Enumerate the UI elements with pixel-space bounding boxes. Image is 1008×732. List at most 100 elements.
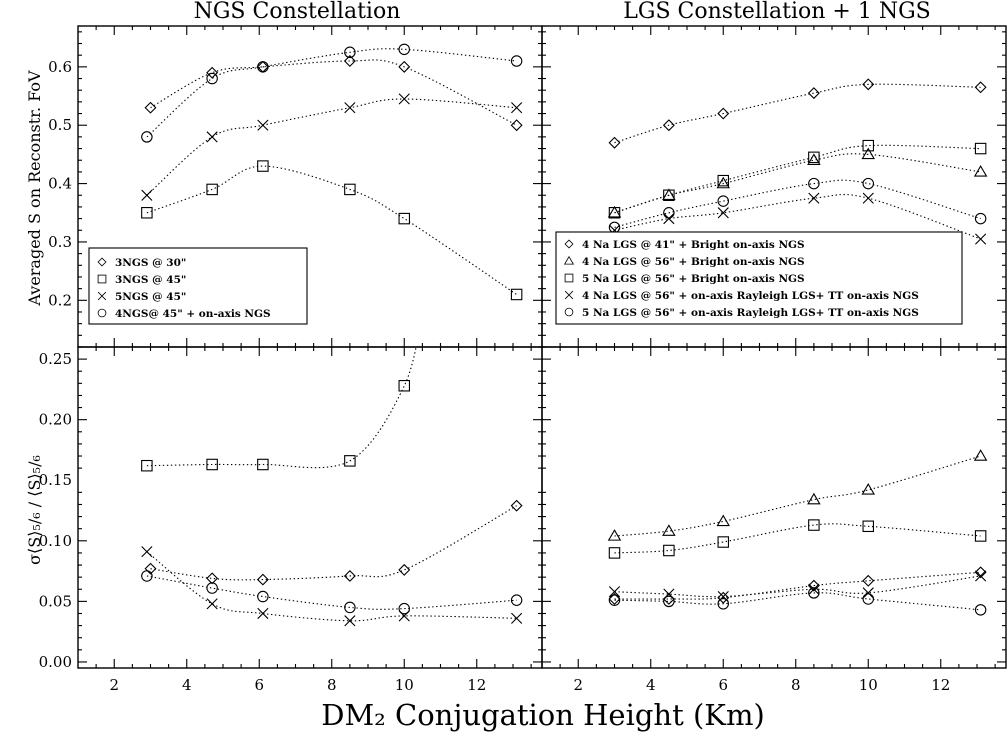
series-line-circle bbox=[614, 592, 981, 611]
y-tick-label: 0.00 bbox=[39, 653, 72, 671]
y-tick-label: 0.20 bbox=[39, 411, 72, 429]
legend-marker-diamond bbox=[564, 239, 574, 249]
data-point-triangle bbox=[716, 176, 731, 189]
legend-marker-diamond bbox=[97, 257, 107, 267]
data-point-circle bbox=[510, 55, 523, 67]
panel-2-plot-area bbox=[607, 78, 988, 245]
series-line-square bbox=[614, 523, 981, 554]
data-point-square bbox=[206, 458, 218, 471]
data-point-circle bbox=[344, 601, 356, 614]
panel-1-plot-area bbox=[141, 43, 523, 301]
data-point-circle bbox=[717, 598, 729, 610]
data-point-x bbox=[862, 192, 874, 204]
data-point-diamond bbox=[510, 499, 523, 512]
x-tick-label: 4 bbox=[646, 676, 656, 694]
legend-label: 5NGS @ 45" bbox=[115, 291, 186, 303]
legends-layer: 3NGS @ 30" 3NGS @ 45" 5NGS @ 45" 4NGS@ 45" … bbox=[88, 231, 963, 325]
data-point-x bbox=[141, 546, 153, 558]
data-point-square bbox=[141, 207, 153, 219]
data-point-square bbox=[398, 212, 410, 225]
data-point-square bbox=[974, 530, 987, 542]
series-line-circle bbox=[614, 179, 981, 228]
data-point-circle bbox=[398, 43, 410, 56]
data-point-x bbox=[608, 586, 621, 598]
legend-marker-triangle bbox=[563, 255, 575, 265]
legend-marker-x bbox=[564, 290, 574, 300]
data-point-x bbox=[862, 587, 874, 599]
panel-title-lgs: LGS Constellation + 1 NGS bbox=[623, 0, 930, 24]
y-tick-label: 0.25 bbox=[39, 350, 72, 368]
data-point-circle bbox=[141, 570, 153, 582]
data-point-circle bbox=[974, 604, 987, 616]
x-axis-label: DM₂ Conjugation Height (Km) bbox=[321, 698, 765, 732]
data-point-square bbox=[862, 139, 874, 152]
legend-marker-circle bbox=[97, 308, 107, 318]
data-point-diamond bbox=[974, 566, 987, 579]
data-point-x bbox=[398, 93, 410, 105]
panel-title-ngs: NGS Constellation bbox=[194, 0, 401, 24]
legend-label: 3NGS @ 30" bbox=[115, 257, 186, 269]
data-point-diamond bbox=[807, 87, 820, 100]
x-tick-label: 4 bbox=[182, 676, 192, 694]
data-point-square bbox=[808, 151, 820, 164]
data-point-diamond bbox=[807, 579, 820, 592]
legend-label: 4NGS@ 45" + on-axis NGS bbox=[115, 308, 271, 320]
y-axis-label-top: Averaged S on Reconstr. FoV bbox=[25, 70, 44, 307]
legend-box bbox=[555, 231, 963, 325]
data-point-diamond bbox=[398, 60, 411, 73]
data-point-diamond bbox=[206, 66, 219, 79]
legend-label: 4 Na LGS @ 56" + Bright on-axis NGS bbox=[582, 256, 805, 268]
data-point-square bbox=[257, 160, 269, 172]
x-tick-label: 10 bbox=[395, 676, 414, 694]
data-point-circle bbox=[510, 594, 523, 606]
data-point-x bbox=[344, 102, 356, 114]
data-point-x bbox=[257, 607, 269, 620]
data-point-triangle bbox=[973, 165, 988, 177]
data-point-square bbox=[663, 544, 675, 557]
y-tick-label: 0.4 bbox=[48, 175, 72, 193]
data-point-x bbox=[975, 233, 987, 245]
series-line-triangle bbox=[614, 153, 981, 214]
data-point-square bbox=[206, 183, 218, 196]
data-point-diamond bbox=[510, 119, 523, 132]
series-line-x bbox=[146, 98, 517, 196]
series-line-circle bbox=[146, 575, 517, 610]
data-point-diamond bbox=[398, 563, 411, 576]
data-point-diamond bbox=[256, 573, 269, 586]
legend-marker-x bbox=[97, 291, 107, 301]
data-point-circle bbox=[257, 590, 269, 603]
data-point-diamond bbox=[662, 119, 675, 132]
data-point-diamond bbox=[862, 78, 875, 91]
x-tick-label: 8 bbox=[327, 676, 337, 694]
data-point-square bbox=[862, 520, 874, 533]
y-tick-label: 0.2 bbox=[48, 291, 72, 309]
data-point-triangle bbox=[973, 449, 988, 461]
series-line-diamond bbox=[614, 83, 981, 144]
ticks-layer: 0.2 0.3 0.4 0.5 0.6 0.00 0.05 0.10 0.15 0.20 0.25 2… bbox=[39, 26, 1006, 694]
panel-4-plot-area bbox=[607, 449, 988, 616]
data-point-circle bbox=[663, 595, 675, 608]
data-point-circle bbox=[141, 131, 153, 143]
y-tick-label: 0.6 bbox=[48, 58, 72, 76]
data-point-x bbox=[511, 612, 523, 624]
series-line-diamond bbox=[150, 505, 517, 581]
y-tick-label: 0.15 bbox=[39, 471, 72, 489]
data-point-circle bbox=[206, 72, 218, 85]
x-tick-label: 10 bbox=[859, 676, 878, 694]
data-point-triangle bbox=[662, 524, 676, 536]
data-point-diamond bbox=[144, 101, 157, 114]
data-point-x bbox=[206, 598, 218, 610]
legend-label: 4 Na LGS @ 56" + on-axis Rayleigh LGS+ T… bbox=[582, 290, 919, 302]
data-point-triangle bbox=[807, 492, 821, 505]
data-point-circle bbox=[257, 61, 269, 73]
data-point-x bbox=[663, 213, 675, 225]
legend-label: 4 Na LGS @ 41" + Bright on-axis NGS bbox=[582, 239, 805, 251]
data-point-square bbox=[717, 174, 729, 187]
data-point-triangle bbox=[716, 514, 731, 527]
series-line-diamond bbox=[614, 571, 981, 600]
legend-panel-1: 3NGS @ 30" 3NGS @ 45" 5NGS @ 45" 4NGS@ 45" … bbox=[88, 247, 308, 325]
data-point-x bbox=[975, 570, 987, 582]
data-point-diamond bbox=[662, 592, 675, 605]
data-point-square bbox=[257, 458, 269, 471]
